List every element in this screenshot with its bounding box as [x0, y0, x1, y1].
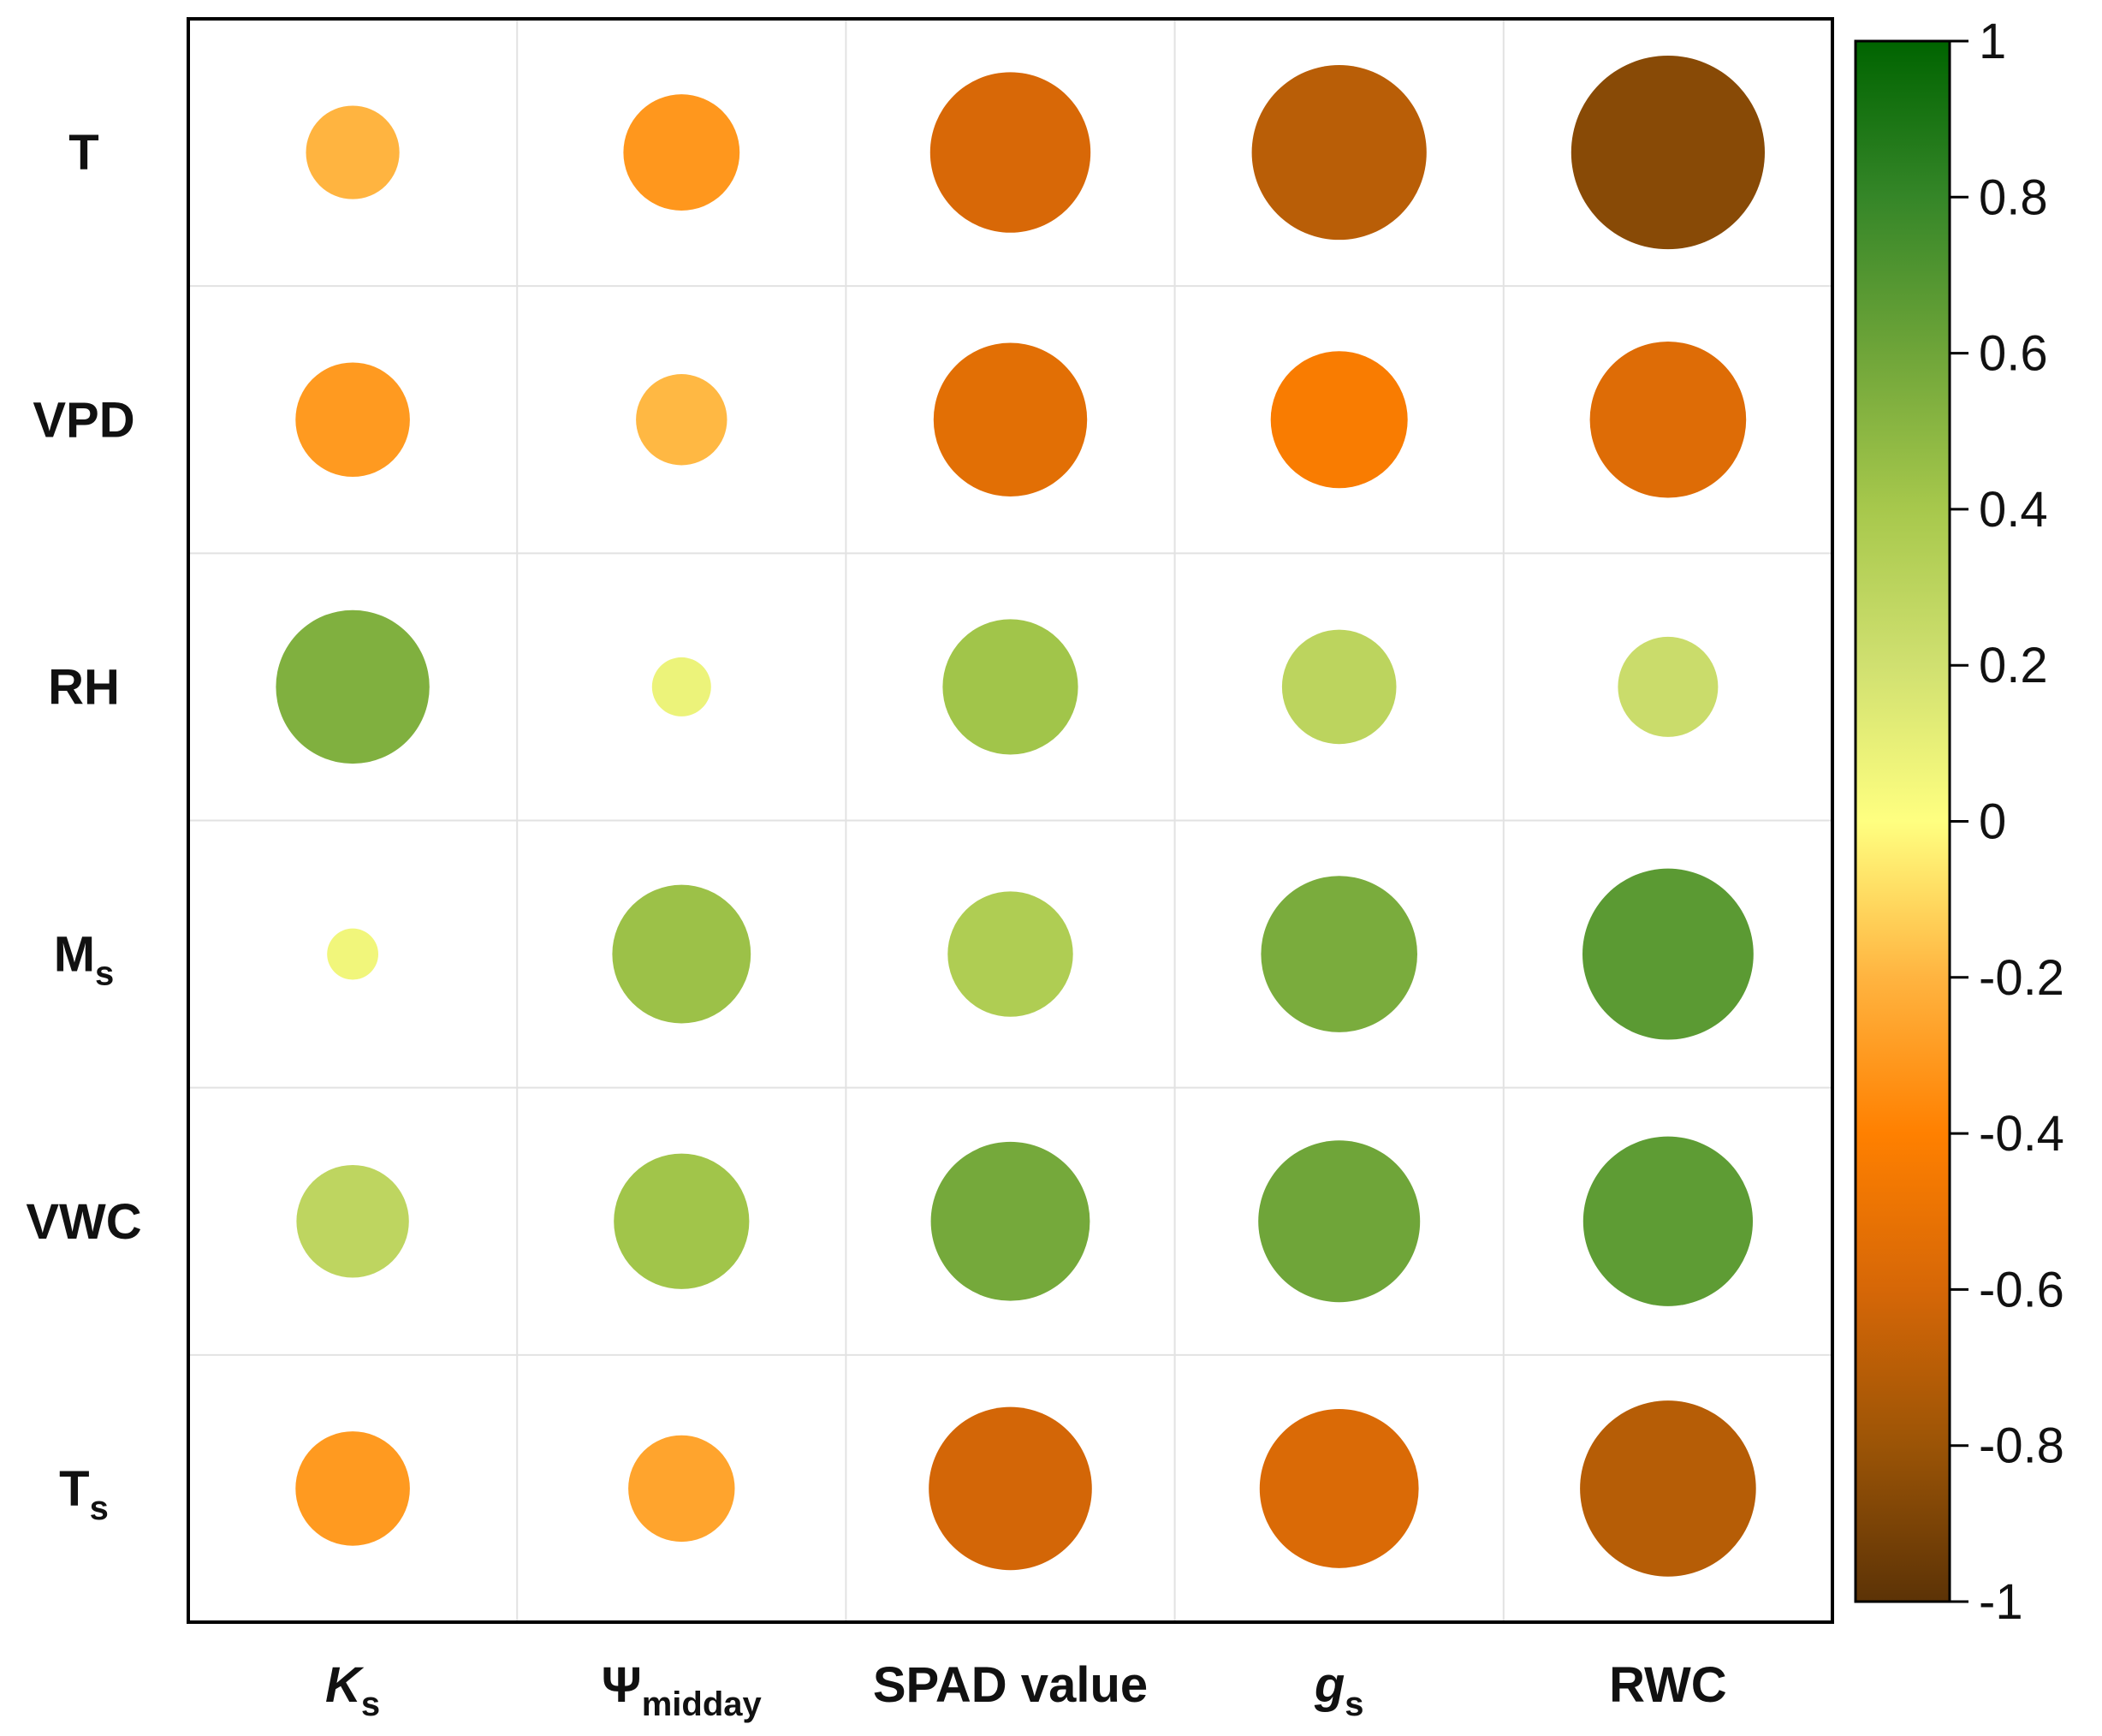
dot-Ts-Ks — [295, 1431, 410, 1546]
colorbar-tick-label: -0.2 — [1979, 950, 2064, 1006]
dot-VWC-Psi_midday — [614, 1153, 750, 1289]
dot-Ms-Ks — [327, 928, 378, 980]
dot-T-RWC — [1571, 55, 1765, 250]
dot-RH-Ks — [276, 609, 430, 764]
colorbar-tick-label: 0.6 — [1979, 326, 2048, 382]
colorbar-tick-label: -0.4 — [1979, 1106, 2064, 1162]
column-label-SPAD: SPAD value — [873, 1657, 1148, 1713]
dot-VPD-Psi_midday — [636, 374, 727, 466]
dot-VPD-gs — [1270, 351, 1408, 489]
dot-T-Ks — [306, 105, 400, 199]
colorbar: 1 0.8 0.6 0.4 0.2 0 -0.2 -0.4 -0.6 -0.8 -1 — [1854, 14, 2064, 1630]
dot-RH-gs — [1281, 629, 1397, 745]
plot-frame — [187, 17, 1834, 1624]
correlation-dots — [276, 55, 1765, 1577]
dot-Ts-gs — [1259, 1409, 1419, 1568]
row-label-VWC: VWC — [26, 1194, 141, 1250]
colorbar-tick-label: 0.8 — [1979, 169, 2048, 225]
dot-RH-Psi_midday — [651, 657, 711, 716]
column-labels: Ks Ψmidday SPAD value gs RWC — [325, 1657, 1727, 1723]
dot-T-SPAD — [929, 72, 1091, 233]
row-labels: T VPD RH Ms VWC Ts — [26, 125, 141, 1527]
dot-Ms-gs — [1261, 876, 1417, 1032]
row-label-Ts: Ts — [59, 1461, 109, 1527]
dot-RH-SPAD — [942, 619, 1078, 755]
dot-Ms-Psi_midday — [612, 884, 751, 1024]
column-label-RWC: RWC — [1609, 1657, 1726, 1713]
colorbar-tick-label: 0.4 — [1979, 482, 2048, 538]
row-label-Ms: Ms — [54, 927, 115, 993]
colorbar-tick-label: 1 — [1979, 14, 2006, 69]
colorbar-tick-label: 0 — [1979, 794, 2006, 850]
dot-VPD-Ks — [295, 362, 410, 478]
dot-T-gs — [1251, 64, 1427, 241]
colorbar-tick-label: -0.8 — [1979, 1418, 2064, 1474]
column-label-gs: gs — [1314, 1657, 1364, 1723]
colorbar-tick-label: -0.6 — [1979, 1262, 2064, 1317]
dot-Ms-SPAD — [947, 891, 1073, 1017]
dot-VPD-SPAD — [933, 342, 1088, 496]
dot-VWC-SPAD — [930, 1141, 1090, 1301]
dot-Ts-Psi_midday — [628, 1435, 735, 1543]
colorbar-tick-label: -1 — [1979, 1574, 2023, 1630]
colorbar-tick-label: 0.2 — [1979, 638, 2048, 693]
row-label-T: T — [68, 125, 98, 181]
row-label-VPD: VPD — [33, 392, 134, 448]
dot-Ms-RWC — [1582, 868, 1754, 1040]
dot-VWC-Ks — [296, 1165, 409, 1278]
dot-Ts-RWC — [1580, 1400, 1756, 1577]
grid-lines — [188, 19, 1832, 1622]
colorbar-gradient — [1854, 39, 1951, 1603]
dot-VPD-RWC — [1589, 341, 1747, 498]
dot-T-Psi_midday — [623, 94, 740, 211]
dot-RH-RWC — [1618, 636, 1719, 737]
dot-VWC-RWC — [1582, 1136, 1753, 1306]
row-label-RH: RH — [48, 659, 120, 715]
column-label-Psi_midday: Ψmidday — [602, 1657, 763, 1723]
column-label-Ks: Ks — [325, 1657, 380, 1723]
dot-Ts-SPAD — [929, 1406, 1092, 1571]
dot-VWC-gs — [1258, 1140, 1421, 1303]
